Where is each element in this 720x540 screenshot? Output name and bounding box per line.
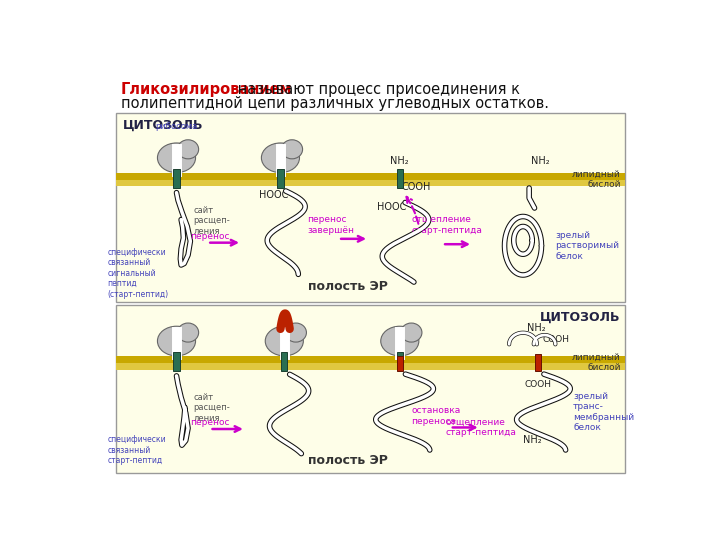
- Text: отщепление
старт-пептида: отщепление старт-пептида: [446, 418, 517, 437]
- Text: зрелый
растворимый
белок: зрелый растворимый белок: [555, 231, 619, 261]
- Bar: [174, 168, 179, 188]
- Bar: [174, 352, 179, 372]
- Text: COOH: COOH: [525, 380, 552, 389]
- Text: зрелый
транс-
мембранный
белок: зрелый транс- мембранный белок: [573, 392, 634, 432]
- Text: NH₂: NH₂: [271, 157, 289, 166]
- Text: перенос: перенос: [190, 418, 230, 427]
- Ellipse shape: [158, 326, 196, 356]
- Text: HOOC: HOOC: [259, 190, 288, 200]
- Bar: [117, 356, 625, 363]
- Text: перенос: перенос: [190, 232, 230, 241]
- Text: ЦИТОЗОЛЬ: ЦИТОЗОЛЬ: [540, 311, 621, 324]
- Text: NH₂: NH₂: [527, 323, 546, 333]
- Text: NH₂: NH₂: [390, 157, 409, 166]
- Bar: [117, 112, 625, 302]
- Ellipse shape: [261, 143, 300, 173]
- Text: NH₂: NH₂: [531, 157, 549, 166]
- Bar: [117, 179, 625, 186]
- Text: NH₂: NH₂: [523, 435, 541, 445]
- Text: перенос
завершён: перенос завершён: [307, 215, 354, 235]
- Bar: [117, 363, 625, 370]
- Text: NH₂: NH₂: [275, 340, 294, 350]
- Text: специфически
связанный
старт-пептид: специфически связанный старт-пептид: [107, 435, 166, 465]
- Ellipse shape: [177, 323, 199, 342]
- Text: рибосома: рибосома: [155, 122, 197, 131]
- Ellipse shape: [282, 140, 302, 159]
- Ellipse shape: [265, 326, 303, 356]
- Text: липидный
бислой: липидный бислой: [572, 170, 621, 189]
- Bar: [397, 352, 403, 356]
- Bar: [397, 356, 403, 372]
- Bar: [282, 352, 287, 372]
- Text: NH₂: NH₂: [390, 340, 409, 350]
- Bar: [117, 305, 625, 473]
- Text: называют процесс присоединения к: называют процесс присоединения к: [233, 82, 521, 97]
- Text: NH₂: NH₂: [167, 340, 186, 350]
- Ellipse shape: [285, 323, 307, 342]
- Ellipse shape: [177, 140, 199, 159]
- Ellipse shape: [381, 326, 419, 356]
- Text: полость ЭР: полость ЭР: [307, 280, 387, 293]
- Text: специфически
связанный
сигнальный
пептид
(старт-пептид): специфически связанный сигнальный пептид…: [107, 248, 168, 299]
- Text: ЦИТОЗОЛЬ: ЦИТОЗОЛЬ: [122, 119, 203, 132]
- Text: Гликозилированием: Гликозилированием: [121, 82, 293, 97]
- Text: полипептидной цепи различных углеводных остатков.: полипептидной цепи различных углеводных …: [121, 96, 549, 111]
- Ellipse shape: [158, 143, 196, 173]
- Text: липидный
бислой: липидный бислой: [572, 353, 621, 373]
- Ellipse shape: [401, 323, 422, 342]
- Text: отщепление
старт-пептида: отщепление старт-пептида: [411, 215, 482, 235]
- Text: остановка
переноса: остановка переноса: [411, 406, 461, 426]
- Text: COOH: COOH: [401, 183, 431, 192]
- Text: полость ЭР: полость ЭР: [307, 454, 387, 467]
- Bar: [117, 173, 625, 179]
- Text: NH₂: NH₂: [167, 157, 186, 166]
- Text: HOOC: HOOC: [377, 201, 406, 212]
- Bar: [277, 168, 284, 188]
- Bar: [535, 354, 541, 372]
- Text: сайт
расщеп-
ления: сайт расщеп- ления: [194, 393, 230, 423]
- Text: сайт
расщеп-
ления: сайт расщеп- ления: [194, 206, 230, 235]
- Bar: [397, 168, 403, 188]
- Text: COOH: COOH: [542, 335, 570, 345]
